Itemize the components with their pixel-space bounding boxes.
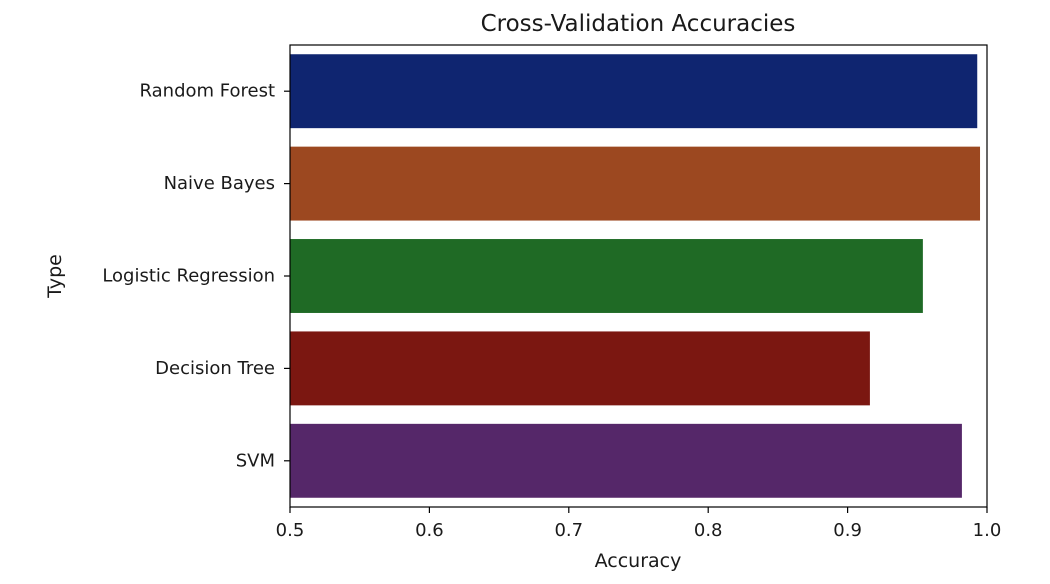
bar-logistic-regression	[290, 239, 923, 313]
bar-svm	[290, 423, 962, 498]
x-tick-label: 0.8	[694, 520, 723, 541]
y-axis: Random Forest Naive Bayes Logistic Regress…	[102, 81, 290, 471]
x-tick-label: 0.5	[276, 520, 305, 541]
x-tick-label: 1.0	[973, 520, 1002, 541]
bar-random-forest	[290, 54, 978, 129]
y-tick-label: Decision Tree	[155, 358, 275, 379]
y-tick-label: Naive Bayes	[164, 173, 275, 194]
x-tick-label: 0.9	[833, 520, 862, 541]
bar-decision-tree	[290, 331, 870, 406]
y-axis-label: Type	[44, 254, 66, 299]
y-tick-label: Logistic Regression	[102, 266, 275, 287]
bars-group	[290, 54, 981, 498]
x-axis: 0.5 0.6 0.7 0.8 0.9 1.0	[276, 507, 1002, 541]
chart-title: Cross-Validation Accuracies	[481, 11, 796, 37]
y-tick-label: SVM	[236, 450, 275, 471]
x-tick-label: 0.6	[415, 520, 444, 541]
y-tick-label: Random Forest	[140, 81, 275, 102]
x-tick-label: 0.7	[554, 520, 583, 541]
bar-naive-bayes	[290, 146, 981, 221]
x-axis-label: Accuracy	[595, 550, 682, 572]
